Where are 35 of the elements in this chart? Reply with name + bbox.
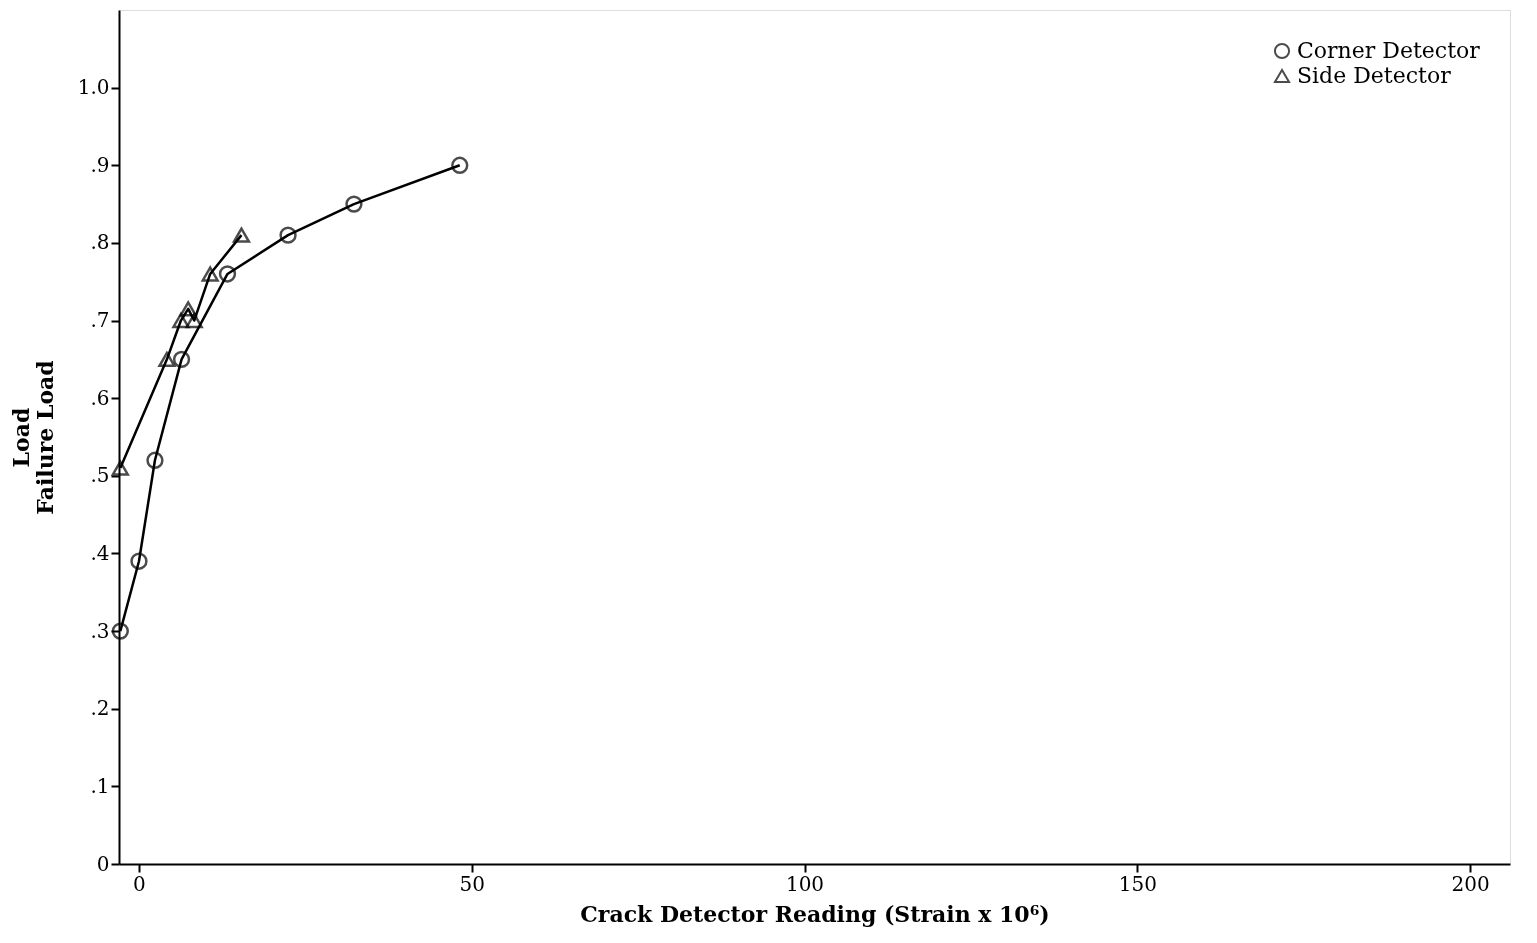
point [232, 227, 251, 243]
point [172, 350, 191, 369]
point [451, 156, 469, 174]
point [185, 312, 203, 329]
point [279, 226, 297, 244]
point [172, 312, 190, 329]
y-tick-label: .3 [90, 618, 110, 643]
y-tick-label: 0 [96, 851, 110, 876]
x-tick-label: 0 [133, 871, 146, 896]
y-tick-label: .5 [90, 463, 110, 488]
point [345, 195, 363, 213]
x-tick-label: 100 [785, 871, 825, 896]
legend-label: Corner Detector [1297, 38, 1481, 63]
y-tick-label: .6 [90, 385, 110, 410]
point [130, 552, 148, 570]
point [158, 351, 176, 368]
y-axis-title: Load Failure Load [7, 360, 58, 515]
x-axis-title: Crack Detector Reading (Strain x 10⁶) [580, 900, 1050, 927]
x-tick-label: 200 [1451, 871, 1490, 896]
point [218, 265, 237, 283]
point [201, 266, 219, 282]
point [179, 301, 197, 317]
y-tick-label: .4 [90, 540, 110, 565]
point [111, 460, 129, 476]
y-tick-label: .7 [90, 308, 110, 333]
legend-label: Side Detector [1297, 63, 1452, 88]
point [111, 622, 129, 640]
y-tick-label: .9 [90, 152, 110, 177]
x-tick-label: 150 [1118, 871, 1157, 896]
point [146, 451, 164, 469]
y-tick-label: .8 [90, 230, 110, 255]
x-tick-label: 50 [459, 871, 485, 896]
y-tick-label: .1 [90, 773, 110, 798]
y-tick-label: .2 [90, 696, 110, 721]
y-tick-label: 1.0 [77, 75, 110, 100]
